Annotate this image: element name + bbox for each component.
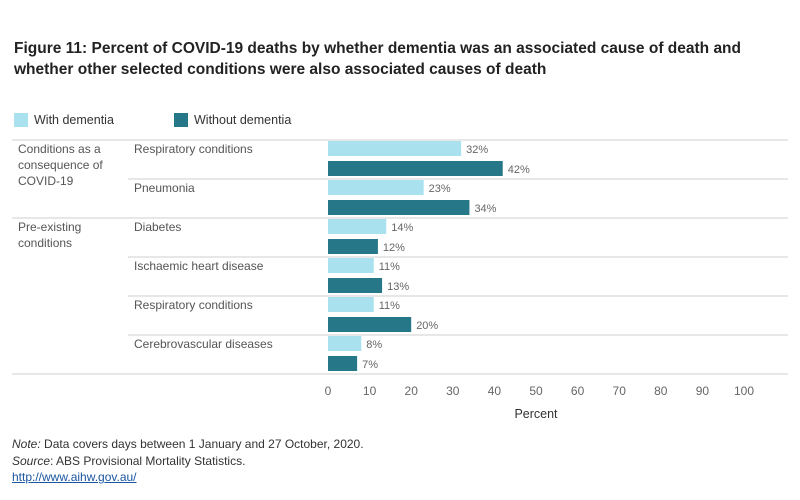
legend-item-with-dementia[interactable]: With dementia: [14, 113, 114, 127]
x-tick-label: 50: [529, 384, 543, 398]
bar-with-dementia: [328, 336, 362, 351]
data-label: 7%: [362, 359, 378, 371]
source-label: Source: [12, 453, 51, 468]
x-tick-label: 70: [613, 384, 627, 398]
source-text: : ABS Provisional Mortality Statistics.: [50, 453, 246, 468]
x-tick-label: 0: [325, 384, 332, 398]
note-label: Note:: [12, 437, 41, 451]
category-label: Respiratory conditions: [134, 142, 253, 156]
bar-with-dementia: [328, 180, 424, 195]
x-tick-label: 80: [654, 384, 668, 398]
legend-swatch-without-dementia: [174, 113, 188, 127]
bar-without-dementia: [328, 278, 383, 293]
bar-without-dementia: [328, 200, 470, 215]
data-label: 14%: [391, 222, 413, 234]
data-label: 11%: [379, 300, 400, 312]
x-tick-label: 10: [363, 384, 377, 398]
legend-item-without-dementia[interactable]: Without dementia: [174, 113, 291, 127]
bar-without-dementia: [328, 356, 358, 371]
bar-with-dementia: [328, 258, 374, 273]
source-line: Source: ABS Provisional Mortality Statis…: [12, 453, 364, 470]
data-label: 23%: [429, 183, 451, 195]
category-label: Ischaemic heart disease: [134, 259, 264, 273]
bar-with-dementia: [328, 141, 462, 156]
data-label: 8%: [366, 339, 382, 351]
group-label: Conditions as a consequence of COVID-19: [18, 142, 103, 188]
x-tick-label: 30: [446, 384, 460, 398]
x-tick-label: 100: [734, 384, 754, 398]
data-label: 13%: [387, 281, 409, 293]
bar-without-dementia: [328, 239, 378, 254]
category-label: Pneumonia: [134, 181, 195, 195]
bar-without-dementia: [328, 161, 503, 176]
x-tick-label: 90: [696, 384, 710, 398]
category-label: Cerebrovascular diseases: [134, 337, 273, 351]
note-text: Data covers days between 1 January and 2…: [40, 437, 364, 451]
x-tick-label: 60: [571, 384, 585, 398]
chart-notes: Note: Data covers days between 1 January…: [12, 436, 364, 486]
source-link[interactable]: http://www.aihw.gov.au/: [12, 470, 137, 484]
group-label: Pre-existing conditions: [18, 220, 81, 250]
data-label: 12%: [383, 242, 405, 254]
bar-with-dementia: [328, 219, 387, 234]
legend-label-without-dementia: Without dementia: [194, 113, 292, 127]
bar-without-dementia: [328, 317, 412, 332]
data-label: 20%: [416, 320, 438, 332]
data-label: 32%: [466, 144, 488, 156]
x-tick-label: 40: [488, 384, 502, 398]
chart-title: Figure 11: Percent of COVID-19 deaths by…: [14, 40, 741, 78]
note-line: Note: Data covers days between 1 January…: [12, 436, 364, 453]
legend-label-with-dementia: With dementia: [34, 113, 114, 127]
bar-with-dementia: [328, 297, 374, 312]
data-label: 34%: [474, 203, 496, 215]
data-label: 42%: [508, 164, 530, 176]
legend-swatch-with-dementia: [14, 113, 28, 127]
x-axis-label: Percent: [514, 407, 558, 421]
category-label: Diabetes: [134, 220, 181, 234]
category-label: Respiratory conditions: [134, 298, 253, 312]
x-tick-label: 20: [405, 384, 419, 398]
data-label: 11%: [379, 261, 400, 273]
